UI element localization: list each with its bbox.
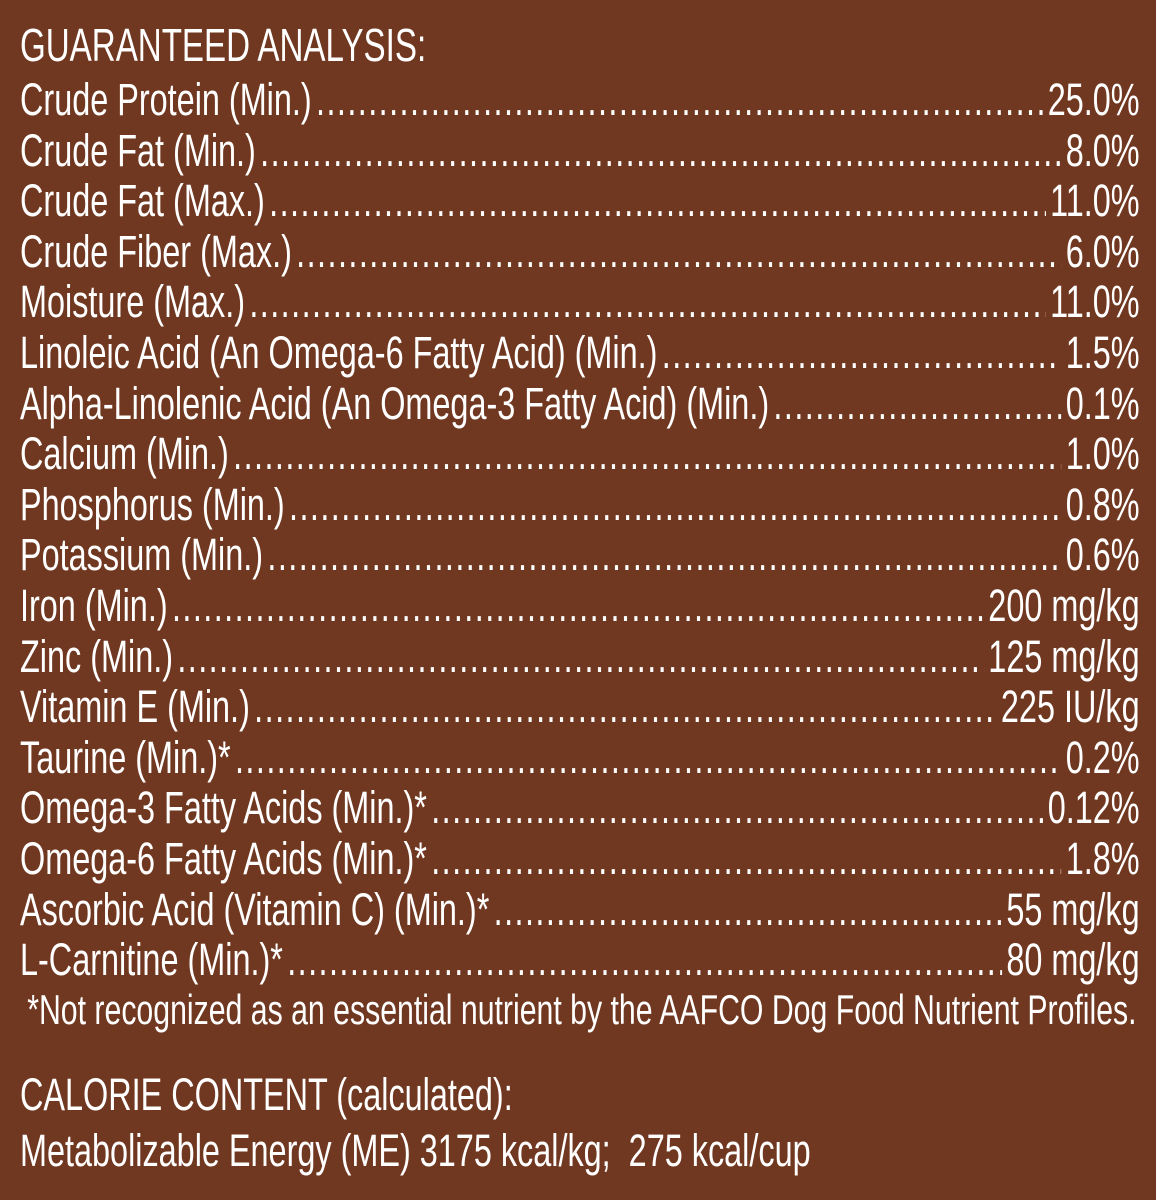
nutrient-label: Vitamin E (Min.) (20, 681, 250, 733)
calorie-heading: CALORIE CONTENT (calculated): (20, 1069, 513, 1120)
analysis-row: Crude Fat (Max.) 11.0% (20, 176, 1140, 227)
nutrient-label: Moisture (Max.) (20, 276, 246, 328)
nutrient-label: Alpha-Linolenic Acid (An Omega-3 Fatty A… (20, 377, 770, 429)
dot-leader (662, 328, 1062, 378)
dot-leader (316, 75, 1043, 125)
analysis-row: Crude Fat (Min.) 8.0% (20, 124, 1140, 177)
nutrient-value: 225 IU/kg (1000, 681, 1140, 733)
analysis-row: Ascorbic Acid (Vitamin C) (Min.)* 55 mg/k… (20, 883, 1140, 936)
section-title: GUARANTEED ANALYSIS: (20, 19, 427, 71)
analysis-row: Vitamin E (Min.) 225 IU/kg (20, 682, 1140, 733)
analysis-row: Crude Fiber (Max.) 6.0% (20, 225, 1140, 278)
nutrient-value: 1.5% (1065, 326, 1140, 378)
analysis-row: Calcium (Min.) 1.0% (20, 429, 1140, 480)
dot-leader (260, 126, 1061, 176)
nutrient-value: 1.8% (1065, 832, 1140, 884)
nutrient-value: 11.0% (1050, 276, 1140, 328)
analysis-row: Phosphorus (Min.) 0.8% (20, 478, 1140, 531)
dot-leader (289, 480, 1061, 530)
dot-leader (296, 227, 1061, 277)
nutrient-value: 125 mg/kg (988, 630, 1140, 682)
nutrient-value: 11.0% (1050, 175, 1140, 227)
nutrient-label: Taurine (Min.)* (20, 731, 231, 783)
nutrient-value: 55 mg/kg (1006, 883, 1140, 935)
analysis-list: Crude Protein (Min.)25.0%Crude Fat (Min.… (20, 75, 1140, 986)
analysis-row: Iron (Min.) 200 mg/kg (20, 579, 1140, 632)
nutrient-value: 0.6% (1065, 529, 1140, 581)
nutrient-label: Crude Protein (Min.) (20, 74, 312, 125)
dot-leader (267, 530, 1061, 580)
dot-leader (233, 429, 1061, 479)
nutrient-label: Linoleic Acid (An Omega-6 Fatty Acid) (M… (20, 326, 658, 378)
dot-leader (249, 277, 1045, 327)
dot-leader (172, 581, 984, 631)
nutrient-label: Crude Fat (Max.) (20, 175, 265, 227)
analysis-row: Taurine (Min.)* 0.2% (20, 731, 1140, 784)
nutrient-label: Crude Fat (Min.) (20, 124, 256, 176)
nutrient-value: 6.0% (1065, 225, 1140, 277)
analysis-row: Omega-3 Fatty Acids (Min.)* 0.12% (20, 783, 1140, 834)
footnote: *Not recognized as an essential nutrient… (27, 986, 1137, 1033)
nutrient-label: Iron (Min.) (20, 579, 168, 631)
nutrient-value: 0.1% (1065, 377, 1140, 429)
nutrient-value: 0.8% (1065, 478, 1140, 530)
dot-leader (431, 783, 1043, 833)
nutrient-value: 0.12% (1047, 782, 1140, 834)
nutrient-value: 80 mg/kg (1006, 934, 1140, 986)
dot-leader (431, 834, 1061, 884)
analysis-row: Moisture (Max.) 11.0% (20, 277, 1140, 328)
nutrient-label: L-Carnitine (Min.)* (20, 934, 283, 986)
nutrient-label: Potassium (Min.) (20, 529, 264, 581)
analysis-row: Potassium (Min.) 0.6% (20, 530, 1140, 581)
nutrient-label: Zinc (Min.) (20, 630, 173, 682)
nutrient-value: 200 mg/kg (988, 579, 1140, 631)
dot-leader (287, 935, 1002, 985)
nutrient-label: Calcium (Min.) (20, 428, 229, 480)
analysis-row: Linoleic Acid (An Omega-6 Fatty Acid) (M… (20, 326, 1140, 379)
dot-leader (235, 733, 1061, 783)
nutrient-label: Crude Fiber (Max.) (20, 225, 292, 277)
dot-leader (254, 682, 996, 732)
nutrient-value: 0.2% (1065, 731, 1140, 783)
nutrient-value: 25.0% (1047, 74, 1140, 125)
nutrient-value: 1.0% (1065, 428, 1140, 480)
analysis-row: Crude Protein (Min.) 25.0% (20, 75, 1140, 126)
analysis-row: Alpha-Linolenic Acid (An Omega-3 Fatty A… (20, 377, 1140, 430)
dot-leader (269, 176, 1046, 226)
nutrient-label: Phosphorus (Min.) (20, 478, 285, 530)
analysis-row: Omega-6 Fatty Acids (Min.)* 1.8% (20, 832, 1140, 885)
dot-leader (177, 632, 984, 682)
analysis-row: L-Carnitine (Min.)* 80 mg/kg (20, 935, 1140, 986)
nutrient-value: 8.0% (1065, 124, 1140, 176)
dot-leader (494, 885, 1002, 935)
dot-leader (773, 379, 1061, 429)
nutrient-label: Ascorbic Acid (Vitamin C) (Min.)* (20, 883, 490, 935)
nutrient-label: Omega-6 Fatty Acids (Min.)* (20, 832, 427, 884)
calorie-text: Metabolizable Energy (ME) 3175 kcal/kg; … (20, 1125, 811, 1176)
nutrient-label: Omega-3 Fatty Acids (Min.)* (20, 782, 427, 834)
analysis-row: Zinc (Min.) 125 mg/kg (20, 630, 1140, 683)
